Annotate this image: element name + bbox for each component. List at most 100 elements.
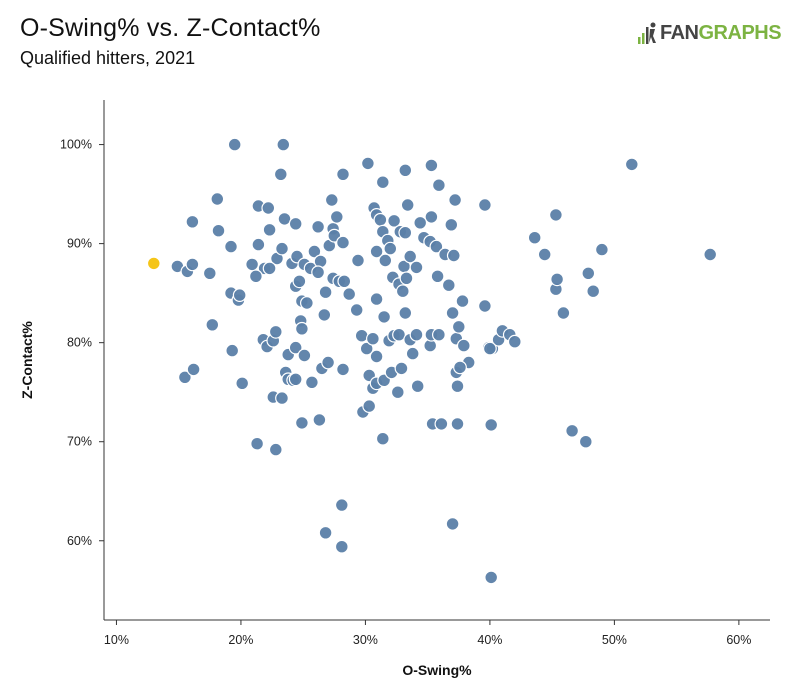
- data-point: [595, 242, 609, 257]
- data-point: [399, 271, 414, 286]
- data-point: [403, 249, 418, 264]
- data-point: [235, 376, 250, 391]
- data-point: [248, 269, 263, 284]
- fangraphs-logo-icon: [638, 22, 656, 44]
- data-point: [395, 284, 410, 299]
- data-point: [321, 355, 336, 370]
- data-point: [378, 253, 393, 268]
- data-point: [387, 213, 402, 228]
- highlighted-point: [146, 256, 161, 271]
- data-point: [507, 334, 522, 349]
- data-point: [400, 198, 415, 212]
- data-point: [361, 156, 375, 171]
- data-point: [268, 324, 283, 339]
- data-point: [262, 222, 277, 237]
- data-point: [245, 257, 260, 272]
- data-point: [484, 418, 499, 432]
- data-point: [318, 285, 333, 300]
- y-tick-label: 70%: [67, 435, 92, 449]
- x-tick-label: 30%: [353, 633, 378, 647]
- data-point: [317, 308, 332, 322]
- data-point: [292, 274, 307, 289]
- data-point: [318, 525, 333, 540]
- data-point: [430, 269, 445, 284]
- data-point: [205, 317, 220, 332]
- data-point: [429, 239, 444, 254]
- data-point: [484, 570, 499, 585]
- data-points: [146, 137, 718, 585]
- data-point: [409, 260, 424, 275]
- data-point: [311, 265, 326, 280]
- data-point: [586, 284, 601, 299]
- axes: [99, 100, 770, 625]
- data-point: [312, 413, 327, 427]
- data-point: [444, 217, 459, 232]
- data-point: [369, 292, 384, 307]
- data-point: [324, 193, 339, 207]
- data-point: [275, 241, 289, 256]
- data-point: [483, 341, 497, 356]
- data-point: [329, 209, 344, 224]
- data-point: [424, 158, 439, 173]
- data-point: [392, 327, 406, 342]
- x-tick-label: 60%: [726, 633, 751, 647]
- data-point: [185, 257, 200, 272]
- data-point: [359, 341, 374, 356]
- data-point: [300, 296, 314, 310]
- data-point: [334, 539, 349, 554]
- data-point: [342, 287, 357, 302]
- axis-labels: 10% 20% 30% 40% 50% 60% 60% 70% 80% 90% 100% O-Swin…: [19, 138, 751, 678]
- data-point: [556, 306, 571, 320]
- data-point: [451, 319, 466, 334]
- data-point: [581, 266, 596, 281]
- y-tick-label: 100%: [60, 138, 92, 152]
- chart-subtitle: Qualified hitters, 2021: [20, 48, 196, 68]
- data-point: [405, 346, 420, 361]
- data-point: [305, 375, 319, 390]
- data-point: [337, 274, 352, 289]
- data-point: [277, 211, 292, 226]
- data-point: [211, 223, 226, 238]
- x-tick-label: 20%: [228, 633, 253, 647]
- data-point: [450, 417, 465, 431]
- y-tick-label: 60%: [67, 534, 92, 548]
- data-point: [297, 348, 312, 363]
- data-point: [398, 306, 413, 320]
- data-point: [288, 340, 303, 355]
- fangraphs-logo: FAN GRAPHS: [636, 20, 782, 46]
- data-point: [354, 328, 369, 343]
- data-point: [448, 193, 463, 207]
- data-point: [262, 261, 277, 276]
- data-point: [336, 167, 350, 182]
- data-point: [275, 391, 289, 406]
- data-point: [456, 338, 471, 353]
- x-tick-label: 40%: [477, 633, 502, 647]
- data-point: [413, 215, 428, 230]
- data-point: [375, 431, 390, 446]
- x-axis-title: O-Swing%: [402, 662, 472, 678]
- data-point: [394, 361, 409, 376]
- data-point: [455, 294, 470, 309]
- data-point: [227, 137, 242, 152]
- data-point: [445, 306, 460, 320]
- data-point: [446, 248, 461, 263]
- data-point: [210, 192, 225, 206]
- data-point: [268, 442, 283, 457]
- data-point: [273, 167, 288, 182]
- data-point: [549, 207, 563, 222]
- data-point: [578, 434, 593, 449]
- data-point: [624, 157, 639, 172]
- data-point: [377, 310, 392, 324]
- data-point: [550, 272, 564, 287]
- data-point: [288, 216, 303, 231]
- data-point: [232, 288, 247, 303]
- chart-title: O-Swing% vs. Z-Contact%: [20, 14, 321, 42]
- data-point: [276, 137, 291, 152]
- data-point: [527, 230, 542, 245]
- data-point: [224, 239, 238, 254]
- data-point: [445, 517, 460, 531]
- data-point: [434, 417, 449, 431]
- data-point: [410, 379, 425, 394]
- data-point: [336, 235, 350, 250]
